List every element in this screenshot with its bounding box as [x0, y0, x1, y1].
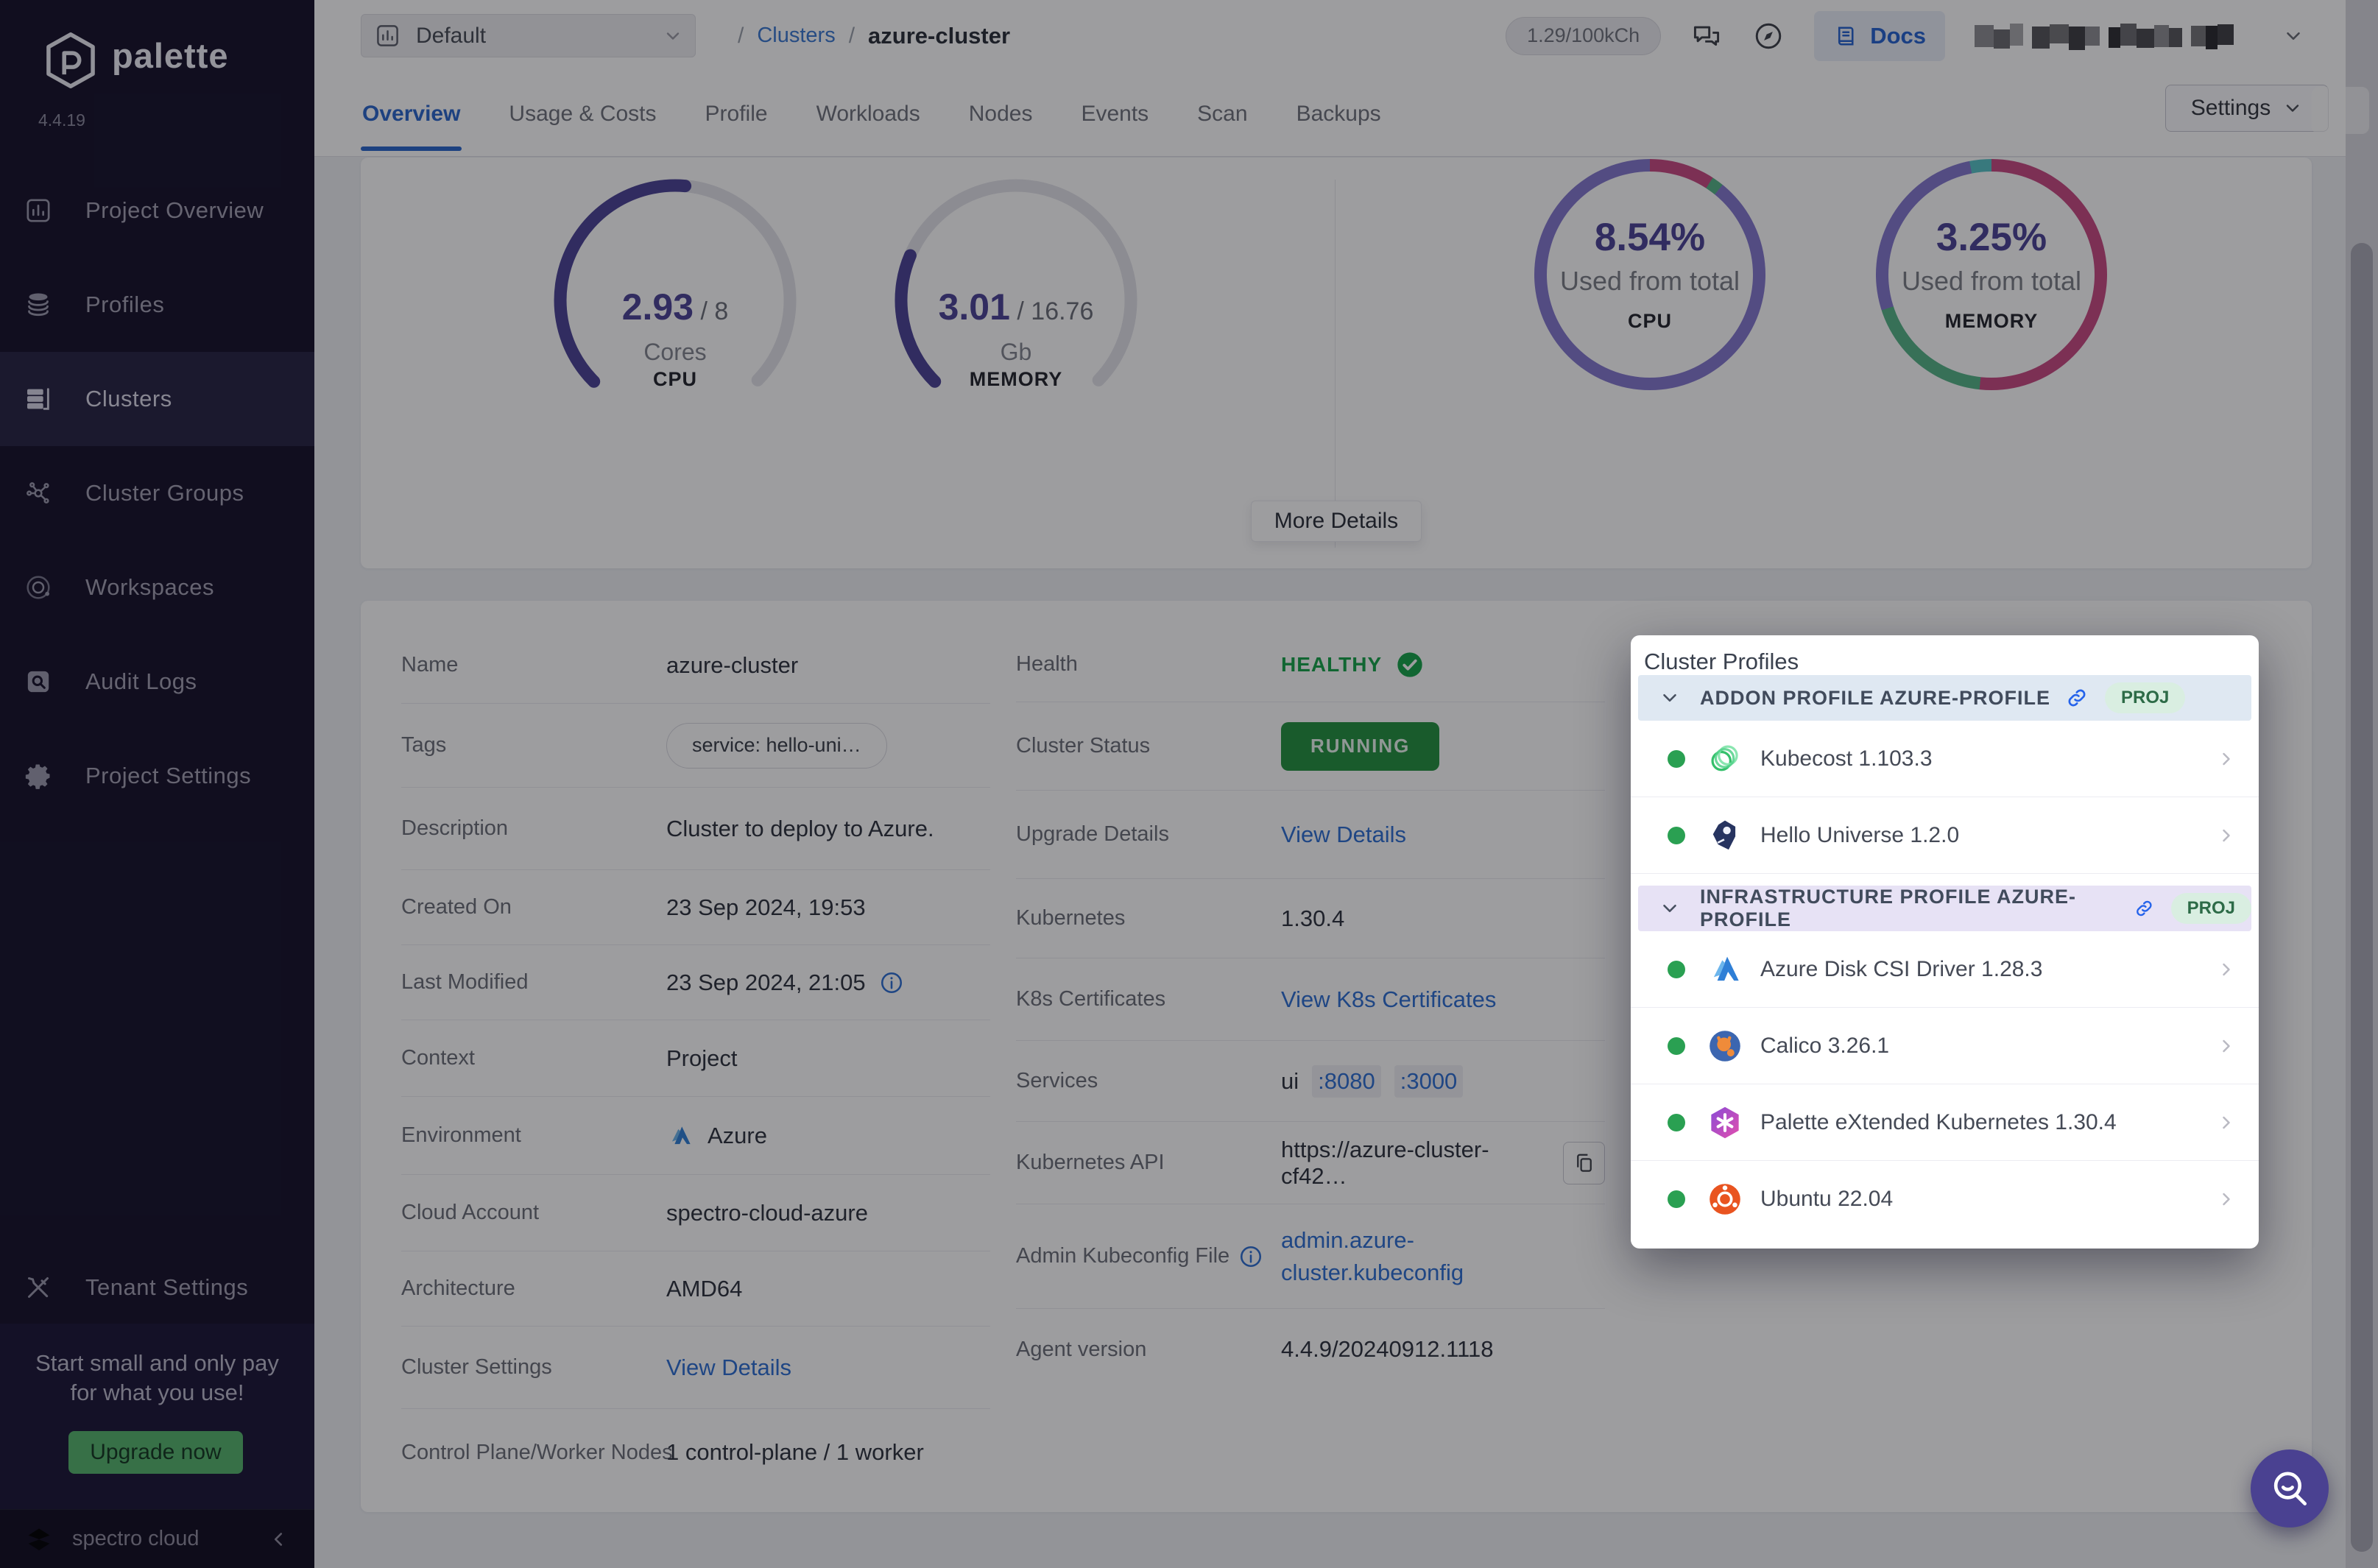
profile-section-header-infrastructure[interactable]: INFRASTRUCTURE PROFILE AZURE-PROFILEPROJ [1638, 886, 2251, 931]
chevron-right-icon [2216, 825, 2237, 846]
scope-badge: PROJ [2105, 682, 2185, 713]
profile-layer-palette-extended-kubernetes-1-30-4[interactable]: Palette eXtended Kubernetes 1.30.4 [1631, 1084, 2259, 1161]
status-dot [1668, 961, 1685, 978]
pxk-logo-icon [1706, 1103, 1744, 1142]
calico-logo-icon [1706, 1027, 1744, 1065]
chevron-right-icon [2216, 1036, 2237, 1056]
chevron-right-icon [2216, 1112, 2237, 1133]
search-assistant-fab[interactable] [2251, 1449, 2329, 1528]
hello-universe-logo-icon [1706, 816, 1744, 855]
chevron-right-icon [2216, 1189, 2237, 1209]
kubecost-logo-icon [1706, 740, 1744, 778]
popup-title: Cluster Profiles [1644, 649, 2259, 675]
chevron-right-icon [2216, 749, 2237, 769]
profile-layer-kubecost-1-103-3[interactable]: Kubecost 1.103.3 [1631, 721, 2259, 797]
status-dot [1668, 827, 1685, 844]
app-root: palette 4.4.19 Project OverviewProfilesC… [0, 0, 2378, 1568]
profile-layer-calico-3-26-1[interactable]: Calico 3.26.1 [1631, 1008, 2259, 1084]
status-dot [1668, 1190, 1685, 1208]
chevron-down-icon [1659, 897, 1681, 919]
link-icon [2134, 897, 2155, 920]
chevron-down-icon [1659, 687, 1681, 709]
link-icon [2065, 686, 2089, 710]
ubuntu-logo-icon [1706, 1180, 1744, 1218]
status-dot [1668, 1037, 1685, 1055]
chevron-right-icon [2216, 959, 2237, 980]
azure-logo-icon [1706, 950, 1744, 989]
cluster-profiles-popup: Cluster Profiles ADDON PROFILE AZURE-PRO… [1631, 635, 2259, 1249]
profile-section-header-addon[interactable]: ADDON PROFILE AZURE-PROFILEPROJ [1638, 675, 2251, 721]
profile-layer-hello-universe-1-2-0[interactable]: Hello Universe 1.2.0 [1631, 797, 2259, 874]
popup-body: ADDON PROFILE AZURE-PROFILEPROJKubecost … [1631, 675, 2259, 1237]
status-dot [1668, 1114, 1685, 1131]
scope-badge: PROJ [2171, 893, 2251, 924]
status-dot [1668, 750, 1685, 768]
profile-layer-azure-disk-csi-driver-1-28-3[interactable]: Azure Disk CSI Driver 1.28.3 [1631, 931, 2259, 1008]
profile-layer-ubuntu-22-04[interactable]: Ubuntu 22.04 [1631, 1161, 2259, 1237]
